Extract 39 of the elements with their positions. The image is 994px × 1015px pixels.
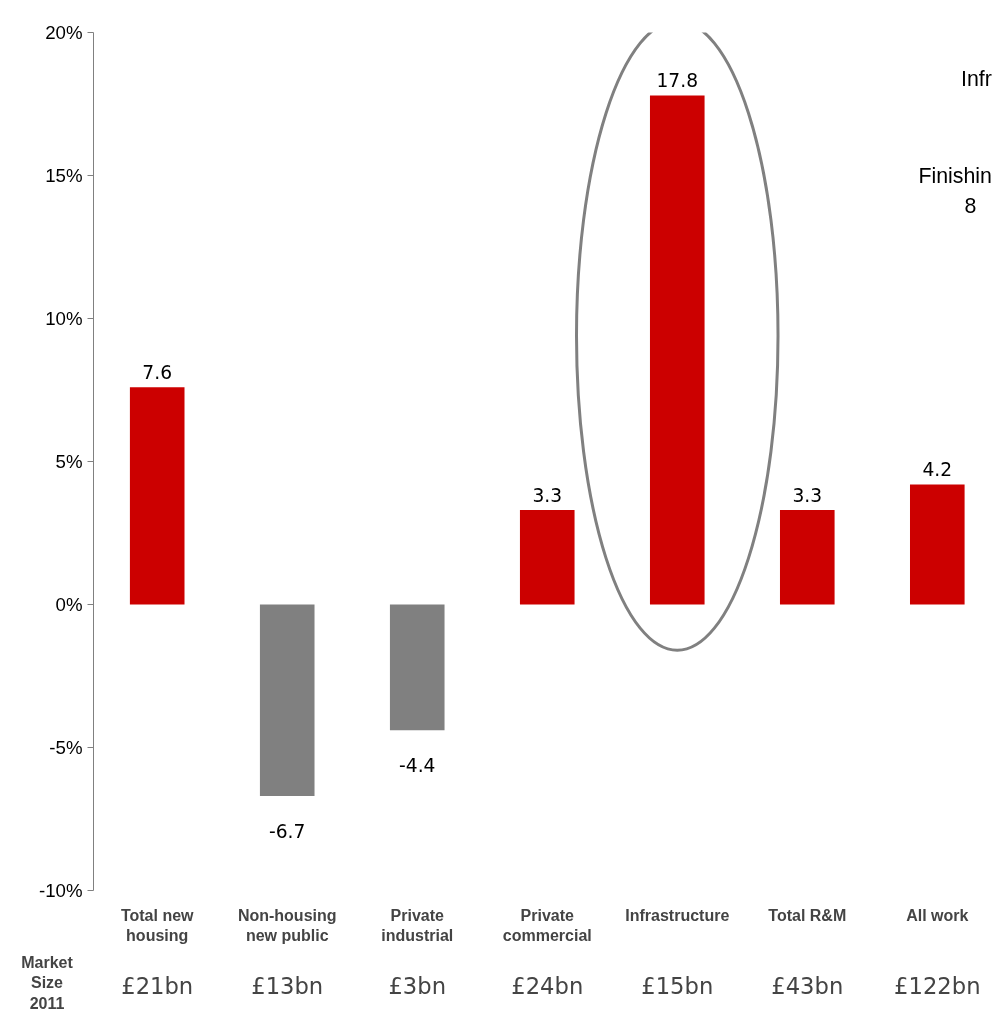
x-tick-label: Private commercial (502, 906, 592, 944)
bar (649, 95, 705, 605)
data-label: -6.7 (269, 821, 306, 843)
bar (389, 604, 445, 731)
bar (779, 510, 835, 605)
text: £122bn (894, 973, 981, 1000)
text: £43bn (771, 973, 844, 1000)
y-tick-label: 20% (45, 22, 83, 43)
y-tick-label: 0% (55, 594, 83, 615)
x-tick-label: Infrastructure (625, 906, 730, 924)
y-tick-label: 5% (55, 451, 83, 472)
data-label: 7.6 (142, 362, 173, 384)
data-label: 17.8 (656, 70, 699, 92)
annotation: Infr (961, 66, 992, 91)
data-label: 3.3 (532, 485, 563, 507)
data-label: 3.3 (792, 485, 823, 507)
annotation: 8 (964, 194, 977, 219)
x-tick-label: Total R&M (768, 906, 847, 924)
x-tick-label: All work (906, 906, 969, 924)
annotation: Finishin (918, 164, 992, 189)
text: £15bn (641, 973, 714, 1000)
text: £24bn (511, 973, 584, 1000)
x-tick-label: Private industrial (381, 906, 454, 944)
bar (909, 484, 965, 605)
data-label: -4.4 (399, 755, 436, 777)
x-tick-label: Non-housing new public (237, 906, 337, 944)
y-tick-label: 15% (45, 165, 83, 186)
bar (129, 387, 185, 605)
data-label: 4.2 (922, 459, 953, 481)
bar (259, 604, 315, 797)
y-tick-label: -5% (49, 737, 83, 758)
y-tick-label: -10% (38, 880, 83, 901)
bar (519, 510, 575, 605)
text: Market Size 2011 (21, 954, 74, 1012)
text: £21bn (121, 973, 194, 1000)
x-tick-label: Total new housing (120, 906, 195, 944)
y-tick-label: 10% (45, 308, 83, 329)
text: £3bn (388, 973, 447, 1000)
text: £13bn (251, 973, 324, 1000)
